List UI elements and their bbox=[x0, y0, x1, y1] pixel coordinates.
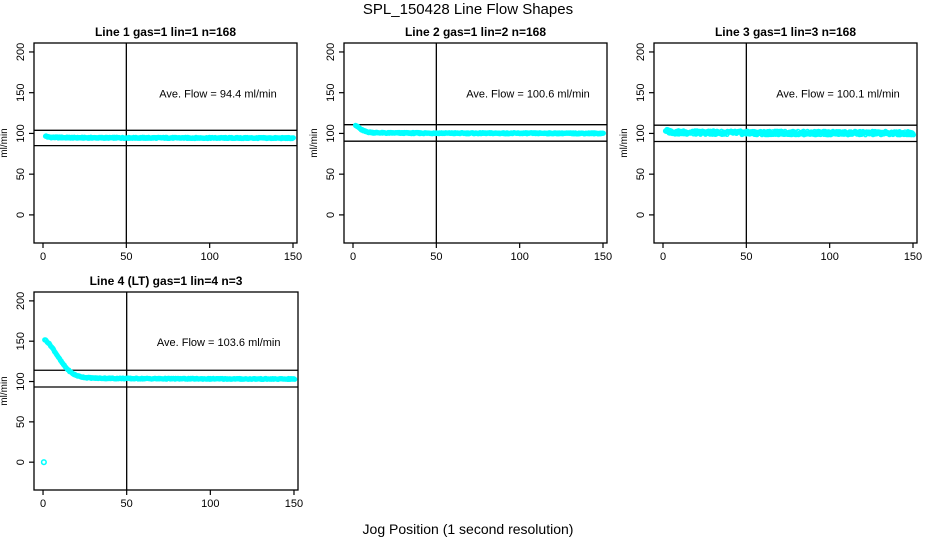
y-tick-label: 200 bbox=[15, 292, 27, 310]
y-axis-unit-label: ml/min bbox=[619, 128, 630, 157]
y-tick-label: 150 bbox=[15, 332, 27, 350]
y-tick-label: 200 bbox=[15, 43, 27, 61]
x-tick-label: 0 bbox=[350, 251, 356, 263]
data-point bbox=[292, 376, 298, 382]
data-point bbox=[290, 135, 296, 141]
ave-flow-annotation: Ave. Flow = 100.6 ml/min bbox=[466, 89, 590, 101]
x-tick-label: 50 bbox=[430, 251, 442, 263]
plot-frame bbox=[343, 42, 608, 244]
plot-frame bbox=[33, 42, 298, 244]
x-tick-label: 150 bbox=[594, 251, 612, 263]
x-tick-label: 150 bbox=[285, 498, 303, 510]
x-axis-label: Jog Position (1 second resolution) bbox=[362, 521, 574, 537]
panel-title: Line 4 (LT) gas=1 lin=4 n=3 bbox=[90, 274, 243, 288]
x-tick-label: 0 bbox=[660, 251, 666, 263]
y-tick-label: 0 bbox=[15, 212, 27, 218]
x-tick-label: 100 bbox=[510, 251, 528, 263]
y-tick-label: 50 bbox=[325, 168, 337, 180]
y-tick-label: 50 bbox=[635, 168, 647, 180]
x-tick-label: 150 bbox=[904, 251, 922, 263]
x-tick-label: 100 bbox=[200, 251, 218, 263]
ave-flow-annotation: Ave. Flow = 103.6 ml/min bbox=[157, 337, 281, 349]
y-tick-label: 50 bbox=[15, 168, 27, 180]
y-tick-label: 100 bbox=[635, 124, 647, 142]
panel-title: Line 1 gas=1 lin=1 n=168 bbox=[95, 25, 236, 39]
x-axis: 0 50 100 150 bbox=[660, 243, 922, 263]
y-axis: 0 50 100 150 200 ml/min bbox=[619, 43, 654, 218]
x-tick-label: 100 bbox=[820, 251, 838, 263]
ave-flow-annotation: Ave. Flow = 94.4 ml/min bbox=[159, 89, 276, 101]
data-points bbox=[40, 337, 298, 466]
data-points bbox=[42, 133, 296, 142]
ave-flow-annotation: Ave. Flow = 100.1 ml/min bbox=[776, 89, 900, 101]
y-axis-unit-label: ml/min bbox=[309, 128, 320, 157]
y-tick-label: 150 bbox=[325, 84, 337, 102]
plot-frame bbox=[33, 291, 299, 491]
y-tick-label: 100 bbox=[15, 124, 27, 142]
figure-title: SPL_150428 Line Flow Shapes bbox=[362, 1, 574, 18]
y-tick-label: 150 bbox=[15, 84, 27, 102]
y-tick-label: 0 bbox=[635, 212, 647, 218]
y-tick-label: 100 bbox=[325, 124, 337, 142]
panel-line-3: Line 3 gas=1 lin=3 n=168 0 50 100 150 200 ml/m… bbox=[619, 25, 922, 263]
panel-title: Line 2 gas=1 lin=2 n=168 bbox=[405, 25, 546, 39]
x-tick-label: 100 bbox=[201, 498, 219, 510]
y-tick-label: 200 bbox=[325, 43, 337, 61]
x-axis: 0 50 100 150 bbox=[350, 243, 612, 263]
y-axis: 0 50 100 150 200 ml/min bbox=[309, 43, 344, 218]
x-axis: 0 50 100 150 bbox=[40, 490, 303, 510]
y-axis: 0 50 100 150 200 ml/min bbox=[0, 292, 34, 465]
y-tick-label: 100 bbox=[15, 372, 27, 390]
plot-frame bbox=[653, 42, 918, 244]
x-tick-label: 50 bbox=[740, 251, 752, 263]
x-axis: 0 50 100 150 bbox=[40, 243, 302, 263]
panel-line-1: Line 1 gas=1 lin=1 n=168 0 50 100 150 200 ml/m… bbox=[0, 25, 302, 263]
data-point bbox=[910, 132, 917, 138]
x-tick-label: 50 bbox=[120, 251, 132, 263]
data-points bbox=[352, 122, 606, 137]
panel-line-4: Line 4 (LT) gas=1 lin=4 n=3 0 50 100 150 200 m… bbox=[0, 274, 303, 510]
x-tick-label: 0 bbox=[40, 498, 46, 510]
x-tick-label: 150 bbox=[284, 251, 302, 263]
data-points bbox=[662, 126, 917, 138]
y-tick-label: 50 bbox=[15, 416, 27, 428]
y-tick-label: 200 bbox=[635, 43, 647, 61]
panel-line-2: Line 2 gas=1 lin=2 n=168 0 50 100 150 200 ml/m… bbox=[309, 25, 612, 263]
x-tick-label: 0 bbox=[40, 251, 46, 263]
y-axis-unit-label: ml/min bbox=[0, 128, 10, 157]
y-axis-unit-label: ml/min bbox=[0, 376, 10, 405]
outlier-point bbox=[40, 459, 47, 466]
y-tick-label: 150 bbox=[635, 84, 647, 102]
data-point bbox=[600, 130, 606, 136]
x-tick-label: 50 bbox=[121, 498, 133, 510]
panel-title: Line 3 gas=1 lin=3 n=168 bbox=[715, 25, 856, 39]
y-axis: 0 50 100 150 200 ml/min bbox=[0, 43, 34, 218]
y-tick-label: 0 bbox=[15, 459, 27, 465]
y-tick-label: 0 bbox=[325, 212, 337, 218]
